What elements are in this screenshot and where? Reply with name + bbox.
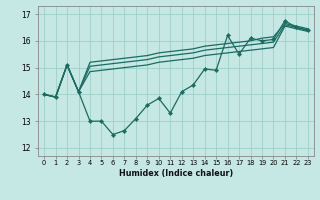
X-axis label: Humidex (Indice chaleur): Humidex (Indice chaleur) — [119, 169, 233, 178]
